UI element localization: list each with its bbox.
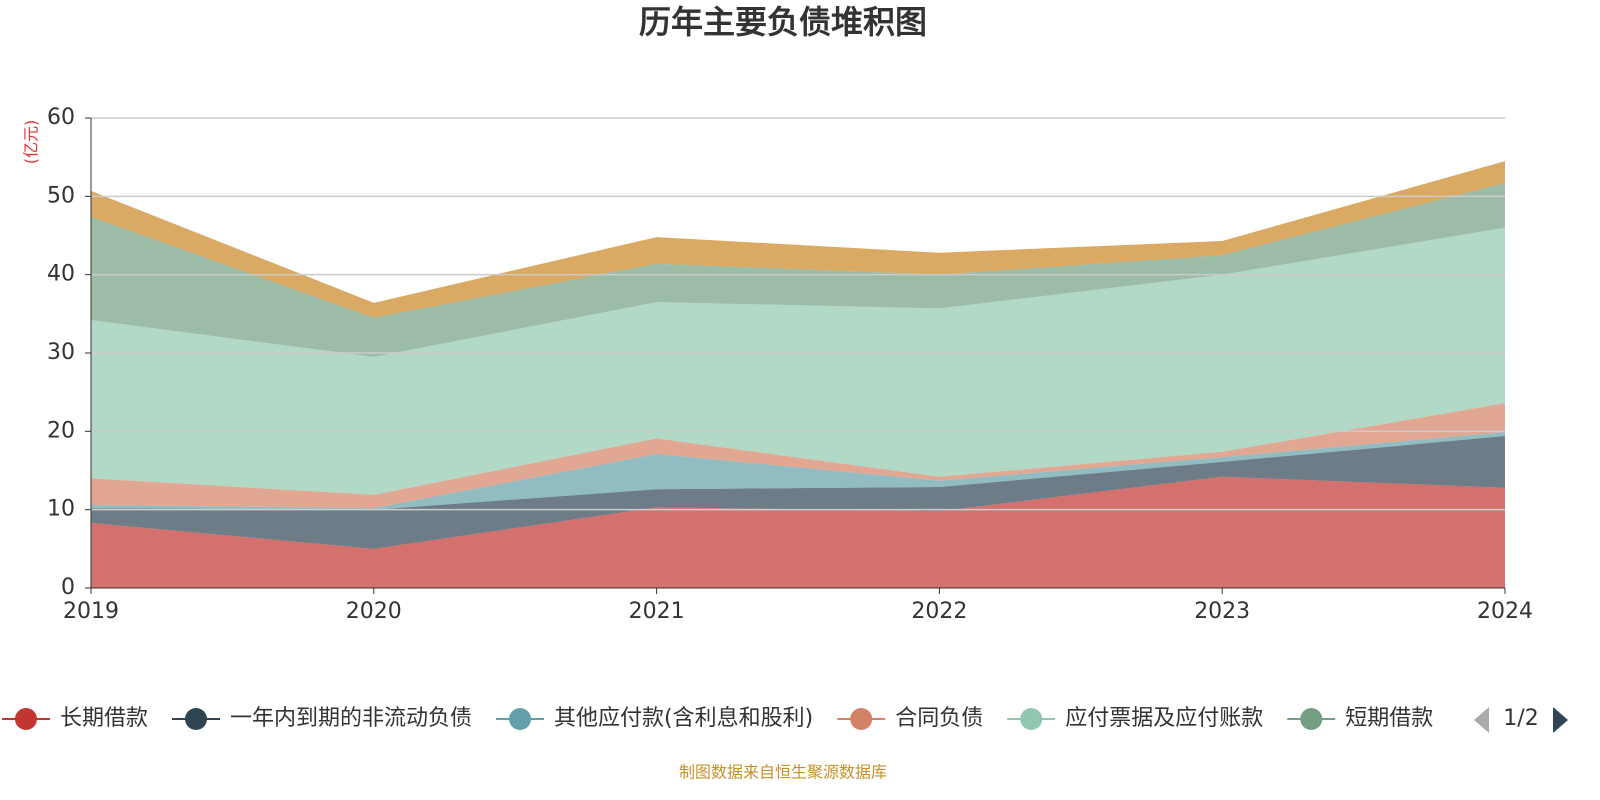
area bbox=[91, 183, 1505, 357]
legend-marker bbox=[509, 708, 532, 730]
legend-marker bbox=[15, 708, 37, 730]
chart-title: 历年主要负债堆积图 bbox=[639, 3, 927, 41]
area bbox=[91, 436, 1505, 549]
legend-label: 其他应付款(含利息和股利) bbox=[554, 706, 813, 731]
y-tick-label: 30 bbox=[47, 340, 75, 365]
x-tick-label: 2024 bbox=[1477, 599, 1533, 624]
legend-label: 应付票据及应付账款 bbox=[1065, 706, 1263, 731]
legend-label: 短期借款 bbox=[1345, 706, 1433, 731]
legend-label: 长期借款 bbox=[60, 706, 148, 731]
y-tick-label: 60 bbox=[47, 105, 75, 130]
x-tick-label: 2022 bbox=[911, 599, 967, 624]
legend-next[interactable] bbox=[1553, 707, 1568, 733]
x-tick-label: 2020 bbox=[346, 599, 402, 624]
legend-marker bbox=[1020, 708, 1043, 730]
y-tick-label: 10 bbox=[47, 497, 75, 522]
y-tick-label: 50 bbox=[47, 183, 75, 208]
area bbox=[91, 403, 1505, 509]
x-tick-label: 2019 bbox=[63, 599, 119, 624]
area bbox=[91, 432, 1505, 510]
x-tick-label: 2021 bbox=[629, 599, 685, 624]
legend-page: 1/2 bbox=[1503, 706, 1538, 731]
area bbox=[91, 476, 1505, 588]
legend-label: 一年内到期的非流动负债 bbox=[230, 706, 472, 731]
y-tick-label: 40 bbox=[47, 262, 75, 287]
y-tick-label: 20 bbox=[47, 418, 75, 443]
source-note: 制图数据来自恒生聚源数据库 bbox=[679, 763, 887, 782]
legend-marker bbox=[850, 708, 873, 730]
legend-marker bbox=[1300, 708, 1323, 730]
legend-marker bbox=[185, 708, 208, 730]
legend-prev[interactable] bbox=[1474, 707, 1489, 733]
y-unit: (亿元) bbox=[22, 120, 41, 165]
legend-label: 合同负债 bbox=[895, 706, 983, 731]
x-tick-label: 2023 bbox=[1194, 599, 1250, 624]
area bbox=[91, 227, 1505, 495]
y-tick-label: 0 bbox=[61, 575, 75, 600]
